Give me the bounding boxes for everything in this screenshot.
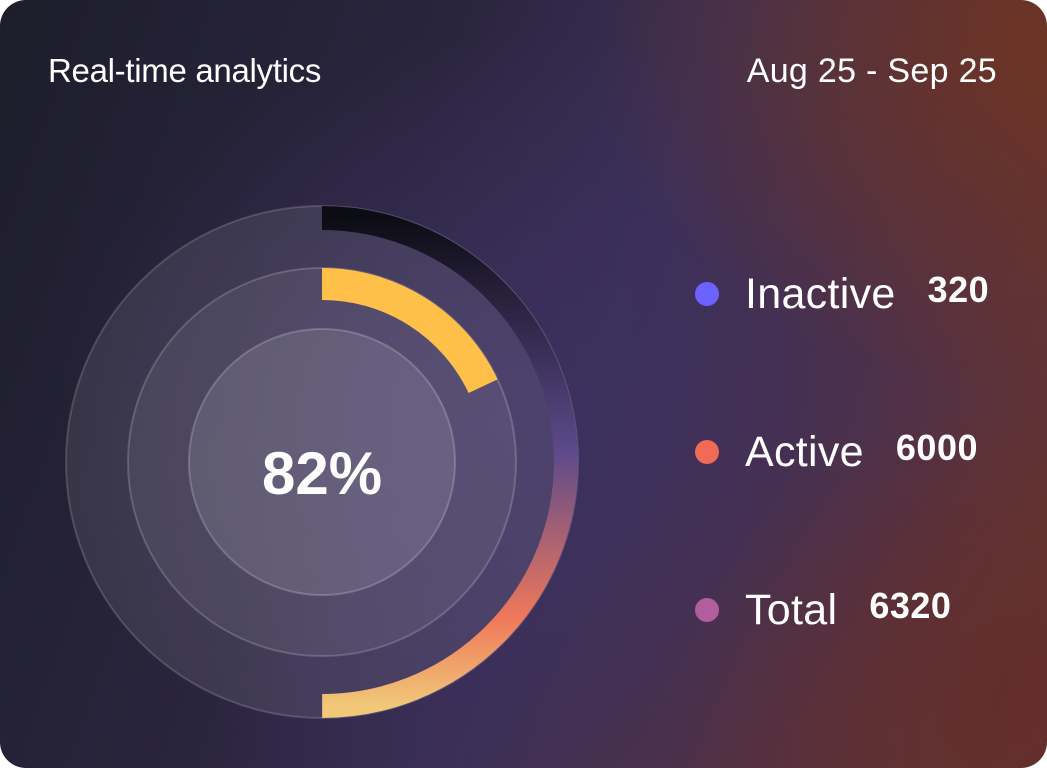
total-dot-icon <box>695 598 719 622</box>
legend-value: 320 <box>927 269 990 310</box>
legend-label: Inactive <box>745 269 896 318</box>
inner-ring-arc <box>321 268 498 394</box>
legend-item-active[interactable]: Active 6000 <box>695 420 1005 484</box>
card-title: Real-time analytics <box>48 52 322 89</box>
date-range[interactable]: Aug 25 - Sep 25 <box>746 52 997 90</box>
legend-item-inactive[interactable]: Inactive 320 <box>695 262 1005 326</box>
inner-disc <box>188 328 456 596</box>
legend-label: Total <box>745 585 838 634</box>
active-dot-icon <box>695 440 719 464</box>
legend: Inactive 320 Active 6000 Total 6320 <box>695 262 1005 736</box>
legend-value: 6000 <box>895 427 978 468</box>
legend-label: Active <box>745 427 864 476</box>
legend-value: 6320 <box>869 585 952 626</box>
outer-ring-arc <box>321 206 578 718</box>
inactive-dot-icon <box>695 282 719 306</box>
center-percentage: 82% <box>262 440 382 507</box>
legend-item-total[interactable]: Total 6320 <box>695 578 1005 642</box>
